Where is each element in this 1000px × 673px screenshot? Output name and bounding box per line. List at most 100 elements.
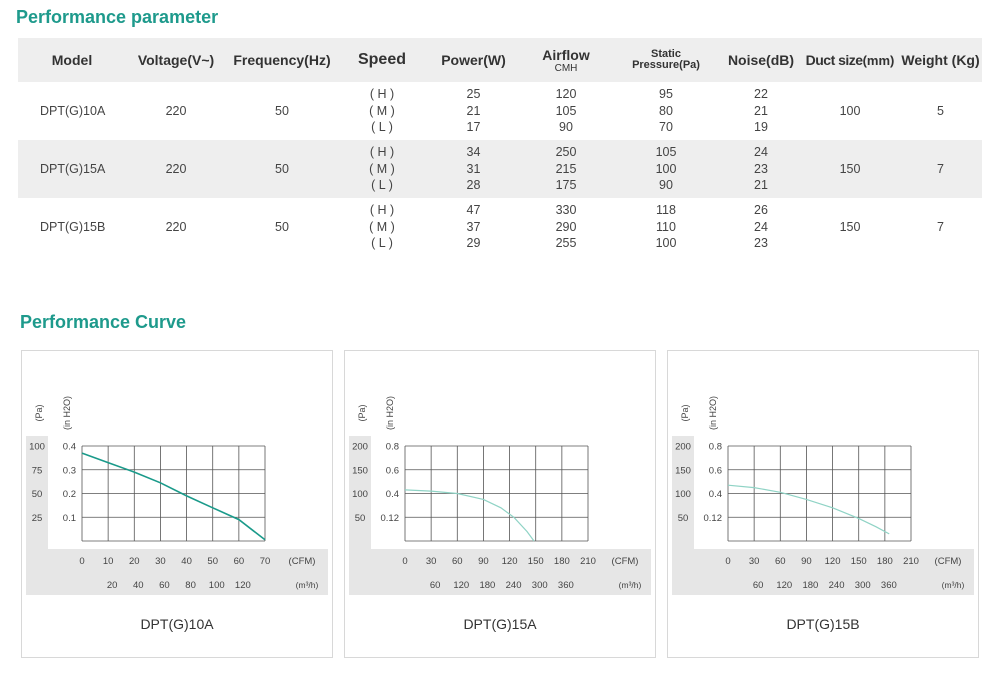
x-tick-m3h: 360 (558, 580, 574, 591)
pa-axis-band (672, 436, 694, 549)
x-tick-m3h: 180 (479, 580, 495, 591)
cell-noise-value: 26 (754, 203, 768, 218)
x-tick-m3h: 80 (185, 580, 196, 591)
y-tick-inh2o: 0.8 (709, 442, 722, 453)
cell-power-value: 17 (466, 120, 481, 135)
cell-weight: 5 (937, 103, 944, 118)
x-tick-cfm: 150 (528, 556, 544, 567)
cell-noise-value: 22 (754, 87, 768, 102)
performance-table: Model Voltage(V~) Frequency(Hz) Speed Po… (18, 38, 982, 256)
x-unit-cfm: (CFM) (289, 556, 316, 567)
x-tick-m3h: 60 (159, 580, 170, 591)
header-airflow: Airflow CMH (521, 38, 611, 82)
x-tick-m3h: 120 (235, 580, 251, 591)
cell-speed: ( H )( M ) ( L ) (338, 198, 426, 256)
table-header-row: Model Voltage(V~) Frequency(Hz) Speed Po… (18, 38, 982, 82)
cell-model: DPT(G)15B (40, 219, 106, 234)
x-tick-cfm: 10 (103, 556, 114, 567)
cell-frequency: 50 (275, 219, 289, 234)
x-tick-cfm: 210 (903, 556, 919, 567)
cell-pressure-value: 90 (659, 178, 673, 193)
cell-speed-value: ( M ) (369, 103, 395, 118)
x-tick-cfm: 60 (234, 556, 245, 567)
x-tick-cfm: 50 (207, 556, 218, 567)
cell-noise-value: 19 (754, 120, 768, 135)
cell-pressure: 105 100 90 (611, 140, 721, 198)
x-unit-cfm: (CFM) (612, 556, 639, 567)
bottom-axis-band (26, 549, 328, 595)
cell-power-value: 31 (466, 161, 481, 176)
cell-speed-value: ( L ) (371, 178, 393, 193)
x-unit-cfm: (CFM) (935, 556, 962, 567)
header-duct-unit: (mm) (862, 53, 895, 68)
x-tick-cfm: 60 (452, 556, 463, 567)
chart-panel-1: (Pa) (in H2O) 0.4 0.3 0.2 0.1 100 75 50 25 0 10 20 30… (21, 350, 333, 658)
cell-duct: 100 (839, 103, 861, 118)
cell-airflow: 120 105 90 (521, 82, 611, 140)
y-tick-pa: 100 (29, 442, 45, 453)
section-title-curve: Performance Curve (20, 312, 187, 332)
header-model: Model (18, 38, 126, 82)
cell-duct: 150 (839, 219, 861, 234)
header-speed: Speed (338, 38, 426, 82)
cell-noise-value: 23 (754, 236, 768, 251)
x-tick-m3h: 240 (829, 580, 845, 591)
x-tick-cfm: 90 (801, 556, 812, 567)
header-airflow-unit: CMH (554, 62, 578, 74)
header-airflow-label: Airflow (542, 46, 590, 63)
cell-model: DPT(G)10A (40, 103, 106, 118)
chart-panel-3: (Pa) (in H2O) 0.8 0.6 0.4 0.12 200 150 100 50 0 30 6… (667, 350, 979, 658)
y-axis-inh2o-label: (in H2O) (708, 396, 718, 430)
cell-airflow-value: 215 (555, 161, 577, 176)
y-tick-inh2o: 0.4 (386, 489, 399, 500)
x-tick-m3h: 100 (209, 580, 225, 591)
chart-svg-1: (Pa) (in H2O) 0.4 0.3 0.2 0.1 100 75 50 25 0 10 20 30… (26, 396, 328, 595)
table-row: DPT(G)15B 220 50 ( H )( M ) ( L ) 47 37 29 330 29… (18, 198, 982, 256)
cell-airflow-value: 290 (555, 219, 577, 234)
y-axis-pa-label: (Pa) (680, 404, 690, 421)
cell-noise: 22 21 19 (721, 82, 801, 140)
pa-axis-band (26, 436, 48, 549)
cell-noise-value: 21 (754, 103, 768, 118)
x-tick-cfm: 90 (478, 556, 489, 567)
performance-curve-line (404, 489, 535, 542)
cell-airflow-value: 250 (555, 145, 577, 160)
y-tick-inh2o: 0.8 (386, 442, 399, 453)
header-frequency: Frequency(Hz) (226, 38, 338, 82)
cell-power-value: 21 (466, 103, 481, 118)
x-tick-cfm: 120 (502, 556, 518, 567)
chart-svg-3: (Pa) (in H2O) 0.8 0.6 0.4 0.12 200 150 100 50 0 30 6… (672, 396, 974, 595)
cell-power-value: 25 (466, 87, 481, 102)
cell-pressure-value: 100 (655, 161, 677, 176)
y-tick-pa: 200 (352, 442, 368, 453)
y-tick-inh2o: 0.3 (63, 465, 76, 476)
x-tick-m3h: 120 (776, 580, 792, 591)
cell-airflow: 330 290 255 (521, 198, 611, 256)
x-unit-m3h: (m³/h) (296, 580, 319, 590)
cell-pressure: 95 80 70 (611, 82, 721, 140)
y-tick-pa: 75 (32, 465, 43, 476)
x-tick-m3h: 120 (453, 580, 469, 591)
cell-voltage: 220 (126, 140, 226, 198)
x-tick-cfm: 180 (554, 556, 570, 567)
cell-airflow: 250 215 175 (521, 140, 611, 198)
cell-noise-value: 24 (754, 145, 768, 160)
chart-title-2: DPT(G)15A (463, 616, 537, 632)
x-tick-m3h: 300 (855, 580, 871, 591)
cell-power-value: 47 (466, 203, 481, 218)
x-tick-m3h: 60 (753, 580, 764, 591)
x-tick-m3h: 240 (506, 580, 522, 591)
x-tick-cfm: 0 (79, 556, 84, 567)
cell-speed-value: ( L ) (371, 120, 393, 135)
y-axis-inh2o-label: (in H2O) (385, 396, 395, 430)
cell-noise-value: 23 (754, 161, 768, 176)
cell-frequency: 50 (226, 140, 338, 198)
y-tick-inh2o: 0.4 (709, 489, 722, 500)
cell-airflow-value: 120 (555, 87, 577, 102)
y-tick-pa: 150 (675, 465, 691, 476)
x-tick-m3h: 360 (881, 580, 897, 591)
cell-pressure-value: 110 (656, 219, 676, 234)
x-tick-cfm: 0 (402, 556, 407, 567)
cell-speed-value: ( M ) (369, 219, 395, 234)
x-tick-cfm: 150 (851, 556, 867, 567)
